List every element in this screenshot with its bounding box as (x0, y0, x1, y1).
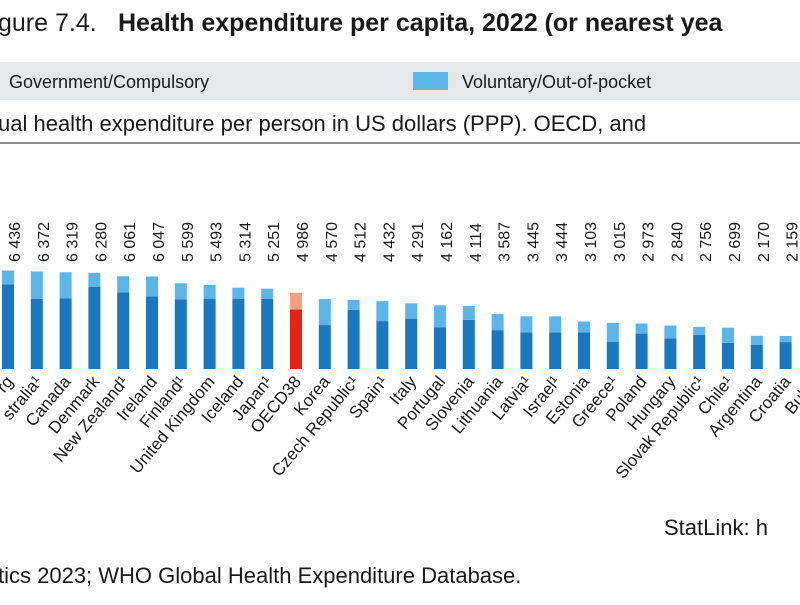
bar-segment (635, 333, 648, 369)
bar-segment (664, 338, 677, 369)
bar-segment (491, 314, 504, 331)
total-label: 2 170 (756, 222, 773, 262)
total-label: 2 756 (698, 222, 715, 262)
bar-segment (30, 271, 43, 299)
bar-segment (405, 318, 418, 369)
bar-segment (59, 298, 72, 369)
bar-segment (261, 288, 274, 299)
bar-segment (462, 319, 475, 369)
total-label: 4 114 (468, 223, 485, 262)
bar-segment (606, 322, 619, 342)
legend-label: Voluntary/Out-of-pocket (462, 72, 651, 92)
figure-label: gure 7.4. (0, 9, 97, 37)
bar-segment (635, 323, 648, 334)
total-label: 4 432 (381, 222, 398, 262)
bar-segment (722, 342, 734, 369)
bar-segment (347, 309, 360, 369)
statlink: StatLink: h (664, 515, 768, 540)
bar-segment (376, 301, 389, 322)
bar-segment (290, 309, 302, 369)
bar-segment (174, 283, 187, 300)
bar-segment (779, 335, 792, 343)
bar-segment (203, 284, 216, 300)
bar-segment (750, 335, 763, 345)
bar-segment (549, 332, 562, 369)
total-label: 6 047 (151, 222, 168, 262)
total-label: 3 444 (554, 222, 571, 262)
bar-segment (232, 287, 245, 299)
bar-segment (549, 316, 562, 333)
bar-segment (318, 325, 331, 369)
total-label: 3 015 (612, 222, 629, 262)
total-label: 6 061 (122, 222, 139, 262)
bar-segment (117, 292, 130, 369)
total-label: 5 314 (237, 222, 254, 262)
bar-segment (664, 325, 677, 339)
bar-segment (203, 299, 216, 369)
bar-segment (146, 296, 158, 369)
total-label: 6 319 (65, 222, 82, 262)
total-label: 2 973 (641, 222, 658, 262)
bar-segment (750, 344, 763, 369)
bar-segment (290, 292, 302, 310)
bar-segment (59, 272, 72, 299)
bar-segment (318, 299, 331, 326)
total-label: 5 599 (180, 222, 197, 262)
total-label: 5 251 (266, 222, 283, 262)
bar-segment (693, 326, 706, 335)
bar-segment (606, 341, 619, 369)
legend-label: Government/Compulsory (9, 72, 209, 92)
bar-segment (376, 321, 389, 369)
bar-segment (462, 306, 475, 320)
chart-subtitle: ual health expenditure per person in US … (0, 111, 646, 136)
bar-segment (405, 303, 418, 319)
total-label: 4 162 (439, 222, 456, 262)
total-label: 3 587 (497, 222, 514, 262)
total-label: 6 280 (93, 222, 110, 262)
bar-segment (88, 272, 101, 287)
bar-segment (2, 284, 14, 369)
bar-segment (434, 305, 446, 328)
total-label: 3 445 (525, 222, 542, 262)
bar-segment (30, 298, 43, 369)
source-note: tics 2023; WHO Global Health Expenditure… (0, 563, 521, 588)
bar-segment (520, 332, 533, 369)
bar-segment (578, 321, 590, 333)
total-label: 4 986 (295, 222, 312, 262)
total-label: 2 699 (727, 222, 744, 262)
bar-segment (693, 334, 706, 369)
bar-segment (491, 330, 504, 369)
legend-band (0, 62, 800, 100)
bar-segment (174, 299, 187, 369)
total-label: 2 840 (669, 222, 686, 262)
chart-title: Health expenditure per capita, 2022 (or … (118, 9, 724, 37)
bar-segment (434, 327, 446, 369)
bar-segment (2, 270, 14, 285)
bar-segment (578, 332, 590, 369)
bar-segment (117, 276, 130, 293)
bar-segment (347, 299, 360, 310)
total-label: 6 436 (7, 222, 24, 262)
total-label: 3 103 (583, 222, 600, 262)
bar-segment (88, 286, 101, 369)
bar-segment (146, 276, 158, 297)
total-label: 2 159 (785, 222, 800, 262)
total-label: 4 291 (410, 222, 427, 262)
legend-swatch (413, 72, 448, 90)
total-label: 5 493 (209, 222, 226, 262)
total-label: 6 372 (36, 222, 53, 262)
bar-segment (520, 316, 533, 333)
bar-segment (722, 327, 734, 343)
total-label: 4 570 (324, 222, 341, 262)
bar-segment (779, 342, 792, 369)
bar-segment (232, 298, 245, 369)
bar-segment (261, 298, 274, 369)
total-label: 4 512 (353, 222, 370, 262)
